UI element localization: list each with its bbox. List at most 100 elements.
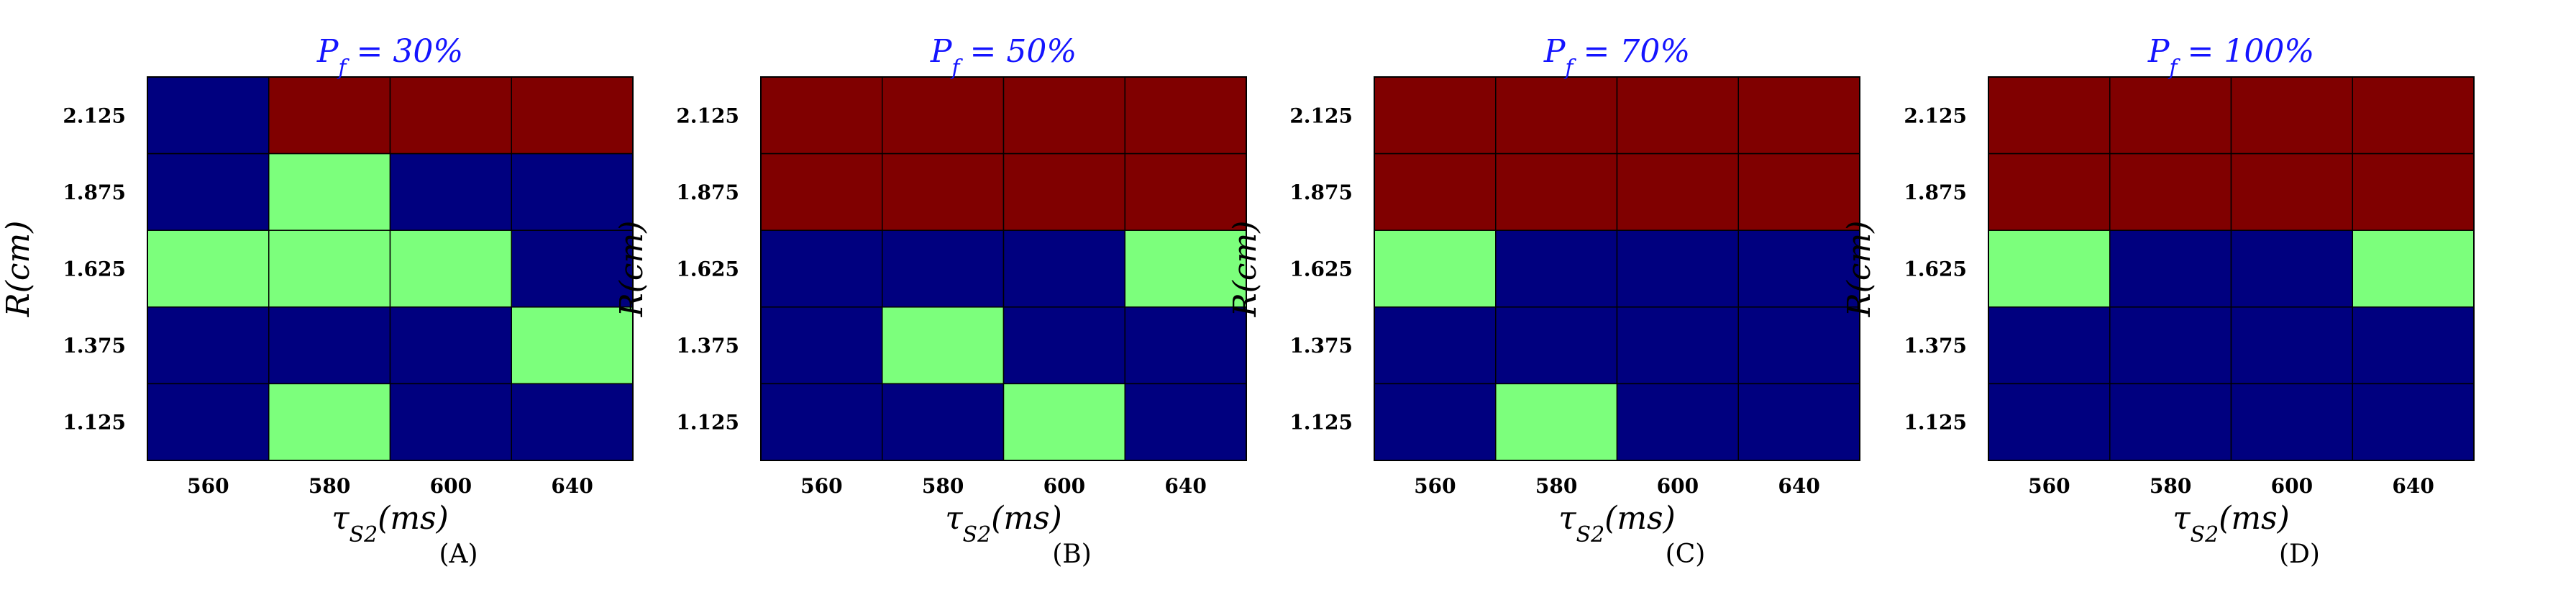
heatmap-cell bbox=[760, 153, 883, 231]
y-tick-label: 1.875 bbox=[676, 181, 739, 204]
heatmap-cell bbox=[2109, 383, 2232, 461]
heatmap-cell bbox=[1988, 76, 2111, 155]
heatmap-cell bbox=[1002, 229, 1125, 308]
heatmap-cell bbox=[2109, 229, 2232, 308]
heatmap-cell bbox=[882, 153, 1005, 231]
x-tick-label: 640 bbox=[1778, 474, 1819, 498]
panel-title: Pf = 70% bbox=[1543, 33, 1690, 81]
heatmap-cell bbox=[1002, 383, 1125, 461]
heatmap-cell bbox=[882, 306, 1005, 385]
heatmap-panel-1: Pf = 30% 2.125 1.875 1.625 1.375 1.125 560 580 6… bbox=[0, 33, 634, 569]
heatmap-cell bbox=[1124, 306, 1247, 385]
heatmap-cell bbox=[147, 229, 270, 308]
panel-label: (D) bbox=[2279, 540, 2320, 569]
x-tick-label: 640 bbox=[551, 474, 593, 498]
y-tick-label: 2.125 bbox=[1289, 104, 1353, 127]
heatmap-cell bbox=[389, 229, 512, 308]
heatmap-cell bbox=[147, 153, 270, 231]
heatmap-cell bbox=[1737, 306, 1860, 385]
x-tick-label: 600 bbox=[1657, 474, 1699, 498]
heatmap-cell bbox=[1002, 76, 1125, 155]
heatmap-cell bbox=[760, 229, 883, 308]
heatmap-panel-4: Pf = 100% 2.125 1.875 1.625 1.375 1.125 560 580… bbox=[1841, 33, 2475, 569]
heatmap-cell bbox=[2352, 306, 2475, 385]
heatmap-cell bbox=[1737, 153, 1860, 231]
heatmap-cell bbox=[1616, 153, 1739, 231]
heatmap-cell bbox=[1495, 76, 1618, 155]
y-axis-label: R(cm) bbox=[613, 221, 650, 318]
x-tick-label: 580 bbox=[2150, 474, 2191, 498]
y-tick-label: 1.125 bbox=[676, 411, 739, 435]
heatmap-panel-3: Pf = 70% 2.125 1.875 1.625 1.375 1.125 560 580 6… bbox=[1227, 33, 1860, 569]
heatmap-cell bbox=[1737, 76, 1860, 155]
heatmap-cell bbox=[511, 306, 634, 385]
heatmap-cell bbox=[389, 76, 512, 155]
heatmap-cell bbox=[1124, 383, 1247, 461]
y-tick-label: 1.375 bbox=[63, 334, 126, 358]
heatmap-cell bbox=[1002, 306, 1125, 385]
heatmap-cell bbox=[511, 229, 634, 308]
heatmap-cell bbox=[882, 383, 1005, 461]
heatmap-cell bbox=[1737, 383, 1860, 461]
y-tick-label: 1.375 bbox=[1289, 334, 1353, 358]
heatmap-cell bbox=[2230, 383, 2353, 461]
heatmap-cell bbox=[1124, 76, 1247, 155]
heatmap-panel-2: Pf = 50% 2.125 1.875 1.625 1.375 1.125 560 580 6… bbox=[613, 33, 1247, 569]
plot-frame bbox=[147, 76, 634, 461]
heatmap-cell bbox=[1616, 76, 1739, 155]
heatmap-cell bbox=[2230, 306, 2353, 385]
heatmap-cell bbox=[1374, 383, 1497, 461]
heatmap-cell bbox=[147, 306, 270, 385]
heatmap-cell bbox=[1495, 306, 1618, 385]
x-axis-label: τS2(ms) bbox=[2173, 500, 2290, 547]
heatmap-cell bbox=[882, 76, 1005, 155]
heatmap-cell bbox=[147, 383, 270, 461]
heatmap-cell bbox=[882, 229, 1005, 308]
panel-title: Pf = 50% bbox=[930, 33, 1077, 81]
heatmap-cell bbox=[268, 306, 391, 385]
heatmap-cell bbox=[1124, 229, 1247, 308]
heatmap-cell bbox=[1988, 229, 2111, 308]
heatmap-cell bbox=[1616, 306, 1739, 385]
heatmap-cell bbox=[389, 306, 512, 385]
x-tick-label: 640 bbox=[1164, 474, 1206, 498]
heatmap-cell bbox=[389, 383, 512, 461]
heatmap-cell bbox=[2230, 153, 2353, 231]
heatmap-cell bbox=[1616, 383, 1739, 461]
y-tick-label: 1.125 bbox=[1289, 411, 1353, 435]
y-tick-label: 1.375 bbox=[1904, 334, 1967, 358]
heatmap-cell bbox=[2352, 76, 2475, 155]
heatmap-cell bbox=[2352, 229, 2475, 308]
x-tick-label: 640 bbox=[2392, 474, 2434, 498]
heatmap-cell bbox=[1988, 153, 2111, 231]
panel-title: Pf = 100% bbox=[2147, 33, 2314, 81]
y-tick-label: 1.875 bbox=[1904, 181, 1967, 204]
heatmap-cell bbox=[760, 76, 883, 155]
x-tick-label: 600 bbox=[1043, 474, 1085, 498]
x-tick-label: 560 bbox=[187, 474, 229, 498]
x-axis-label: τS2(ms) bbox=[332, 500, 449, 547]
x-tick-label: 560 bbox=[1414, 474, 1456, 498]
x-tick-label: 560 bbox=[2028, 474, 2070, 498]
heatmap-cell bbox=[268, 383, 391, 461]
heatmap-cell bbox=[1988, 306, 2111, 385]
panel-label: (B) bbox=[1052, 540, 1092, 569]
heatmap-cell bbox=[760, 383, 883, 461]
heatmap-cell bbox=[760, 306, 883, 385]
plot-frame bbox=[1374, 76, 1860, 461]
x-tick-label: 600 bbox=[430, 474, 472, 498]
panel-label: (C) bbox=[1666, 540, 1706, 569]
y-tick-label: 1.875 bbox=[63, 181, 126, 204]
heatmap-cell bbox=[2109, 153, 2232, 231]
panel-label: (A) bbox=[439, 540, 478, 569]
heatmap-cell bbox=[1495, 383, 1618, 461]
panel-title: Pf = 30% bbox=[316, 33, 463, 81]
heatmap-cell bbox=[511, 153, 634, 231]
y-axis-label: R(cm) bbox=[0, 221, 37, 318]
heatmap-cell bbox=[2230, 76, 2353, 155]
heatmap-cell bbox=[511, 76, 634, 155]
heatmap-cell bbox=[268, 76, 391, 155]
heatmap-cell bbox=[1495, 153, 1618, 231]
y-tick-label: 1.125 bbox=[1904, 411, 1967, 435]
